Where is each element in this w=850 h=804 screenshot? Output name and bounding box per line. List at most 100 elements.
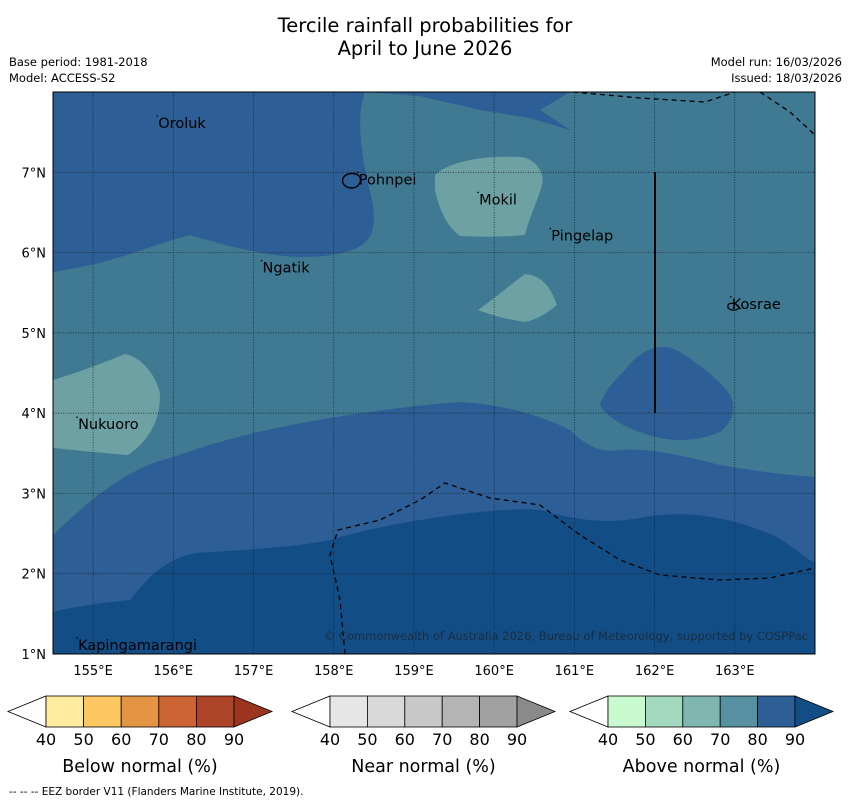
lon-label: 156°E	[154, 664, 194, 679]
region-above-90	[53, 509, 815, 654]
colorbar-segment	[366, 695, 406, 728]
colorbar-segment	[6, 695, 47, 728]
pohnpei-island-shape	[341, 172, 362, 189]
probability-field	[53, 92, 815, 654]
colorbar-tick: 70	[432, 730, 452, 749]
colorbar-below: 40 50 60 70 80 90 Below normal (%)	[6, 695, 274, 777]
model-name: Model: ACCESS-S2	[9, 71, 116, 85]
colorbar-segment	[645, 695, 684, 728]
place-marker	[156, 115, 159, 117]
colorbar-tick: 60	[673, 730, 693, 749]
place-label: Kosrae	[732, 297, 781, 313]
region-above-60-east	[478, 274, 557, 322]
colorbar-title: Above normal (%)	[623, 757, 781, 777]
colorbar-segment	[290, 695, 331, 728]
place-label: Pingelap	[551, 229, 613, 245]
lon-label: 162°E	[635, 664, 675, 679]
lon-label: 158°E	[314, 664, 354, 679]
title-line-1: Tercile rainfall probabilities for	[277, 14, 573, 37]
place-marker	[549, 227, 552, 230]
colorbars: 40 50 60 70 80 90 Below normal (%) 40 50 60 70 80 90…	[6, 695, 835, 777]
lon-label: 163°E	[715, 664, 755, 679]
colorbar-tick: 40	[598, 730, 618, 749]
place-label: Mokil	[479, 192, 517, 208]
colorbar-title: Below normal (%)	[62, 757, 217, 777]
lon-label: 155°E	[73, 664, 113, 679]
colorbar-segment	[441, 695, 481, 728]
colorbar-segment	[516, 695, 557, 728]
colorbar-segment	[329, 695, 368, 728]
colorbar-segment	[233, 695, 274, 728]
colorbar-tick: 80	[186, 730, 206, 749]
place-marker	[357, 171, 359, 174]
copyright-notice: © Commonwealth of Australia 2026, Bureau…	[324, 629, 808, 643]
place-marker	[76, 637, 78, 639]
colorbar-segment	[158, 695, 197, 728]
region-above-60-mokil	[435, 156, 543, 237]
colorbar-segment	[404, 695, 443, 728]
place-marker	[260, 259, 263, 262]
lon-label: 157°E	[234, 664, 274, 679]
colorbar-segment	[568, 695, 609, 728]
place-label: Kapingamarangi	[78, 638, 197, 654]
colorbar-segment	[120, 695, 160, 728]
colorbar-tick: 50	[635, 730, 655, 749]
eez-footnote: -- -- -- EEZ border V11 (Flanders Marine…	[9, 786, 304, 798]
place-label: Oroluk	[158, 116, 206, 132]
lat-label: 2°N	[22, 568, 47, 583]
colorbar-tick: 40	[36, 730, 56, 749]
colorbar-segment	[757, 695, 796, 728]
lat-label: 6°N	[22, 247, 47, 262]
title-line-2: April to June 2026	[337, 37, 513, 60]
colorbar-near: 40 50 60 70 80 90 Near normal (%)	[290, 695, 557, 777]
place-marker	[477, 191, 479, 194]
place-marker	[729, 295, 732, 298]
lat-label: 3°N	[22, 487, 47, 502]
lat-label: 7°N	[22, 166, 47, 181]
colorbar-tick: 50	[73, 730, 93, 749]
model-run: Model run: 16/03/2026	[710, 55, 842, 69]
colorbar-tick: 70	[710, 730, 730, 749]
place-label: Nukuoro	[78, 417, 139, 433]
gridlines	[53, 92, 815, 654]
colorbar-tick: 40	[320, 730, 340, 749]
colorbar-tick: 80	[747, 730, 767, 749]
colorbar-tick: 90	[224, 730, 244, 749]
colorbar-title: Near normal (%)	[351, 757, 496, 777]
colorbar-tick: 50	[357, 730, 377, 749]
colorbar-segment	[719, 695, 759, 728]
lat-label: 5°N	[22, 327, 47, 342]
lon-label: 160°E	[474, 664, 514, 679]
latitude-labels: 7°N 6°N 5°N 4°N 3°N 2°N 1°N	[22, 166, 47, 663]
colorbar-tick: 60	[395, 730, 415, 749]
colorbar-segment	[682, 695, 721, 728]
colorbar-segment	[794, 695, 835, 728]
lon-label: 159°E	[394, 664, 434, 679]
colorbar-tick: 60	[111, 730, 131, 749]
colorbar-segment	[607, 695, 646, 728]
issued-date: Issued: 18/03/2026	[731, 71, 842, 85]
map-title: Tercile rainfall probabilities for April…	[0, 14, 850, 60]
lat-label: 1°N	[22, 648, 47, 663]
colorbar-segment	[479, 695, 518, 728]
place-label: Pohnpei	[359, 172, 417, 188]
place-marker	[76, 416, 78, 418]
meta-left: Base period: 1981-2018 Model: ACCESS-S2	[9, 54, 148, 86]
lon-label: 161°E	[555, 664, 595, 679]
kosrae-island-shape	[727, 302, 740, 311]
base-period: Base period: 1981-2018	[9, 55, 148, 69]
eez-border	[329, 92, 815, 654]
longitude-labels: 155°E 156°E 157°E 158°E 159°E 160°E 161°E 162°E…	[73, 664, 754, 679]
place-labels: Oroluk Pohnpei Mokil Pingelap Ngatik Kosrae Nu…	[76, 115, 781, 654]
colorbar-tick: 80	[469, 730, 489, 749]
region-above-80-bump	[600, 346, 734, 440]
colorbar-segment	[45, 695, 84, 728]
colorbar-segment	[83, 695, 122, 728]
colorbar-tick: 90	[785, 730, 805, 749]
meta-right: Model run: 16/03/2026 Issued: 18/03/2026	[711, 54, 842, 86]
colorbar-segment	[195, 695, 235, 728]
map-frame	[52, 91, 816, 655]
lat-label: 4°N	[22, 407, 47, 422]
